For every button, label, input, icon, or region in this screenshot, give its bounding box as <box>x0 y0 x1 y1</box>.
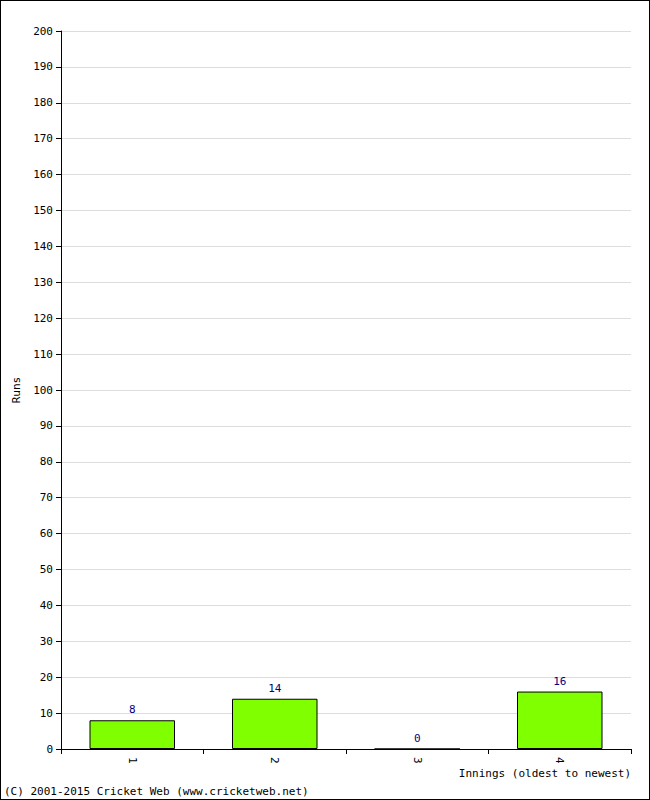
svg-text:110: 110 <box>33 348 53 361</box>
svg-text:150: 150 <box>33 204 53 217</box>
svg-text:180: 180 <box>33 96 53 109</box>
svg-text:200: 200 <box>33 25 53 38</box>
svg-text:160: 160 <box>33 168 53 181</box>
svg-text:130: 130 <box>33 276 53 289</box>
svg-text:120: 120 <box>33 312 53 325</box>
svg-text:8: 8 <box>129 703 136 716</box>
svg-text:70: 70 <box>40 491 53 504</box>
svg-text:3: 3 <box>411 757 424 764</box>
svg-text:100: 100 <box>33 384 53 397</box>
svg-text:(C) 2001-2015 Cricket Web (www: (C) 2001-2015 Cricket Web (www.cricketwe… <box>4 785 309 798</box>
svg-text:14: 14 <box>268 682 282 695</box>
svg-text:Runs: Runs <box>10 377 23 404</box>
svg-text:50: 50 <box>40 563 53 576</box>
svg-text:80: 80 <box>40 455 53 468</box>
svg-text:2: 2 <box>268 757 281 764</box>
svg-text:16: 16 <box>553 675 566 688</box>
svg-text:190: 190 <box>33 60 53 73</box>
svg-text:10: 10 <box>40 707 53 720</box>
svg-text:140: 140 <box>33 240 53 253</box>
svg-text:60: 60 <box>40 527 53 540</box>
svg-text:4: 4 <box>553 757 566 764</box>
svg-text:Innings (oldest to newest): Innings (oldest to newest) <box>459 767 631 780</box>
svg-text:30: 30 <box>40 635 53 648</box>
svg-text:40: 40 <box>40 599 53 612</box>
svg-text:0: 0 <box>46 743 53 756</box>
svg-text:0: 0 <box>414 732 421 745</box>
svg-text:20: 20 <box>40 671 53 684</box>
svg-text:170: 170 <box>33 132 53 145</box>
svg-text:1: 1 <box>126 757 139 764</box>
svg-text:90: 90 <box>40 419 53 432</box>
